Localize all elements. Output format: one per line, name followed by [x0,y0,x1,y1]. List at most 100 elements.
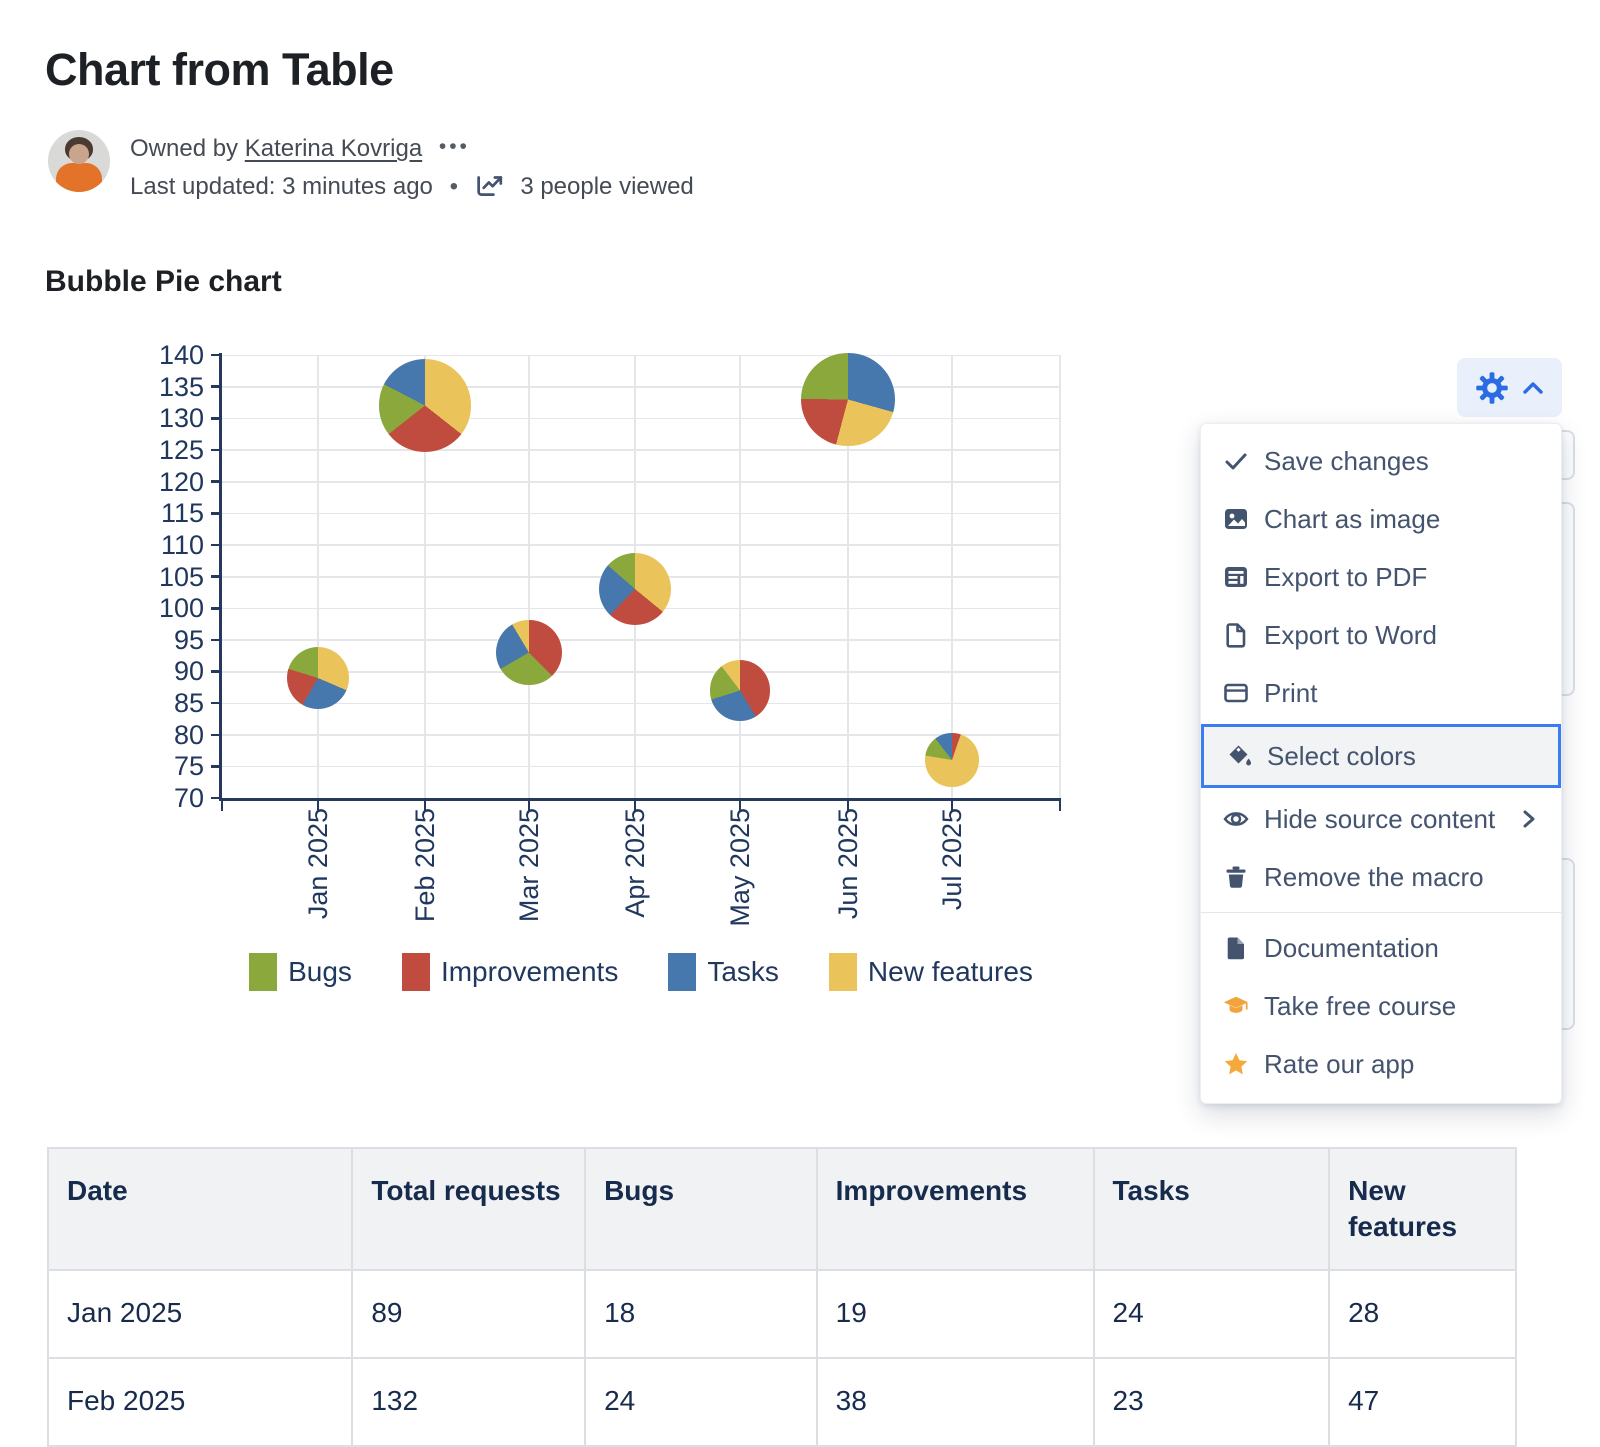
bubble-feb-2025[interactable] [378,359,472,452]
x-axis-tick-label: May 2025 [725,808,755,927]
gridline-vertical [317,355,319,798]
x-axis-tick-label: Jan 2025 [303,808,333,920]
menu-item-export-to-word[interactable]: Export to Word [1201,606,1561,664]
menu-item-export-to-pdf[interactable]: Export to PDF [1201,548,1561,606]
gridline-vertical [951,355,953,798]
gridline-horizontal [222,512,1060,515]
x-axis-tick [1058,798,1062,811]
menu-item-chart-as-image[interactable]: Chart as image [1201,490,1561,548]
chart-legend: Bugs Improvements Tasks New features [222,953,1060,991]
legend-swatch [668,953,697,991]
menu-item-print[interactable]: Print [1201,664,1561,722]
chart-settings-button[interactable] [1457,358,1562,417]
legend-swatch [828,953,857,991]
y-axis-tick-label: 75 [173,751,204,782]
more-actions-dots[interactable]: ••• [438,135,470,158]
source-data-table: Date Total requests Bugs Improvements Tasks N… [46,1147,1517,1447]
x-axis-tick [423,798,427,811]
x-axis-tick-label: Jun 2025 [833,808,863,920]
menu-item-documentation[interactable]: Documentation [1201,919,1561,977]
avatar-shirt [56,163,102,192]
chevron-right-icon [1519,808,1539,830]
legend-item-improvements[interactable]: Improvements [401,953,619,991]
y-axis-tick-label: 70 [173,783,204,813]
y-axis-tick [211,733,222,737]
y-axis-tick [211,638,222,642]
y-axis-tick [211,417,222,420]
menu-item-hide-source-content[interactable]: Hide source content [1201,790,1561,848]
y-axis-tick [211,480,222,483]
doc-icon [1223,935,1249,961]
word-icon [1223,622,1249,648]
y-axis-tick-label: 110 [160,529,204,560]
avatar[interactable] [48,130,110,192]
y-axis-tick [211,575,222,578]
gridline-horizontal [222,386,1060,388]
legend-item-new-features[interactable]: New features [828,953,1033,991]
gridline-horizontal [222,639,1060,641]
y-axis-tick-label: 140 [158,340,204,370]
y-axis-tick [211,765,222,768]
table-header-improvements: Improvements [815,1147,1095,1271]
gridline-horizontal [222,449,1060,452]
gridline-vertical [1059,355,1061,798]
x-axis-tick [316,798,320,811]
legend-item-tasks[interactable]: Tasks [668,953,779,991]
y-axis-tick-label: 85 [173,688,204,719]
x-axis-tick-label: Jul 2025 [937,808,967,911]
bubble-jul-2025[interactable] [925,733,979,787]
analytics-trend-icon [475,176,505,204]
x-axis-tick [950,798,954,811]
menu-item-label: Chart as image [1264,503,1441,534]
course-icon [1223,993,1249,1019]
bubble-apr-2025[interactable] [598,553,672,626]
menu-item-save-changes[interactable]: Save changes [1201,432,1561,490]
last-updated-label: Last updated: 3 minutes ago [130,173,433,200]
table-cell: 23 [1092,1357,1331,1447]
y-axis-tick [211,701,222,705]
chevron-up-icon [1522,381,1544,395]
bubble-mar-2025[interactable] [496,619,562,685]
menu-item-rate-our-app[interactable]: Rate our app [1201,1035,1561,1093]
y-axis-tick-label: 100 [158,593,204,624]
menu-item-take-free-course[interactable]: Take free course [1201,977,1561,1035]
table-header-new-features: New features [1328,1147,1517,1271]
check-icon [1223,448,1249,474]
updated-line: Last updated: 3 minutes ago • 3 people v… [130,168,694,205]
x-axis [219,798,1061,801]
gridline-horizontal [222,481,1060,483]
legend-label: Improvements [440,956,619,987]
bubble-may-2025[interactable] [709,659,771,721]
menu-item-label: Hide source content [1264,803,1496,834]
menu-item-label: Take free course [1264,990,1457,1021]
menu-item-label: Documentation [1264,932,1439,963]
legend-swatch [249,953,278,991]
table-cell: 18 [584,1269,818,1359]
bubble-jun-2025[interactable] [801,352,895,446]
owner-link[interactable]: Katerina Kovriga [244,135,423,162]
table-header-tasks: Tasks [1092,1147,1331,1271]
page-title: Chart from Table [45,44,394,96]
bubble-jan-2025[interactable] [286,646,350,709]
chart-settings-menu: Save changes Chart as image Export to PDF E… [1200,423,1562,1104]
star-icon [1223,1051,1249,1077]
y-axis-tick [211,353,222,357]
byline: Owned by Katerina Kovriga ••• Last updat… [48,130,694,205]
gridline-horizontal [222,702,1060,705]
x-axis-tick [220,798,224,811]
legend-swatch [401,953,430,991]
y-axis-tick [211,543,222,547]
menu-divider [1201,912,1561,913]
menu-item-label: Print [1264,677,1318,708]
menu-item-label: Rate our app [1264,1048,1415,1079]
legend-item-bugs[interactable]: Bugs [249,953,352,991]
gridline-horizontal [222,544,1060,546]
menu-item-remove-the-macro[interactable]: Remove the macro [1201,848,1561,906]
legend-label: Tasks [707,956,779,987]
section-title: Bubble Pie chart [45,264,282,298]
owned-by-label: Owned by [130,135,239,162]
y-axis-tick-label: 90 [173,656,204,687]
menu-item-select-colors[interactable]: Select colors [1201,724,1561,788]
table-header-total-requests: Total requests [351,1147,587,1271]
gridline-vertical [528,355,530,798]
